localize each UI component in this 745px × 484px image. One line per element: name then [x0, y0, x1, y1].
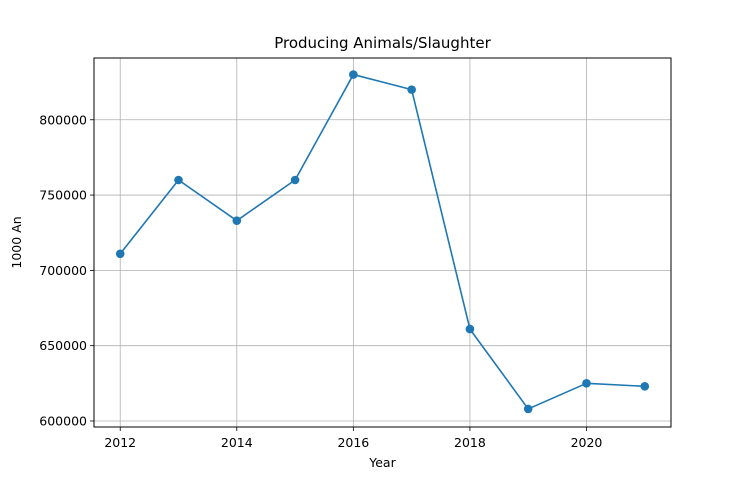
plot-frame [93, 57, 672, 428]
data-point [115, 249, 125, 259]
data-point [290, 175, 300, 185]
chart-title: Producing Animals/Slaughter [274, 34, 491, 52]
x-tick-label: 2014 [221, 435, 253, 450]
data-point [523, 404, 533, 414]
y-tick-label: 700000 [39, 263, 87, 278]
y-tick-label: 750000 [39, 188, 87, 203]
y-tick-label: 800000 [39, 112, 87, 127]
x-axis-label: Year [368, 455, 396, 470]
x-tick-label: 2020 [571, 435, 603, 450]
y-tick-label: 650000 [39, 338, 87, 353]
data-point [407, 85, 416, 94]
data-point [582, 379, 591, 388]
series-line [119, 73, 645, 410]
y-tick-label: 600000 [39, 413, 87, 428]
data-point [640, 382, 650, 391]
grid [94, 58, 671, 427]
x-tick-label: 2018 [454, 435, 486, 450]
x-tick-label: 2012 [104, 435, 136, 450]
data-point [349, 70, 358, 79]
ticks: 2012 2014 2016 2018 2020 600000 650000 700000 75… [39, 112, 602, 450]
series-layer [115, 70, 650, 414]
x-tick-label: 2016 [337, 435, 369, 450]
data-point [174, 175, 183, 185]
data-point [465, 324, 475, 334]
y-axis-label: 1000 An [9, 216, 24, 268]
data-point [232, 216, 242, 225]
